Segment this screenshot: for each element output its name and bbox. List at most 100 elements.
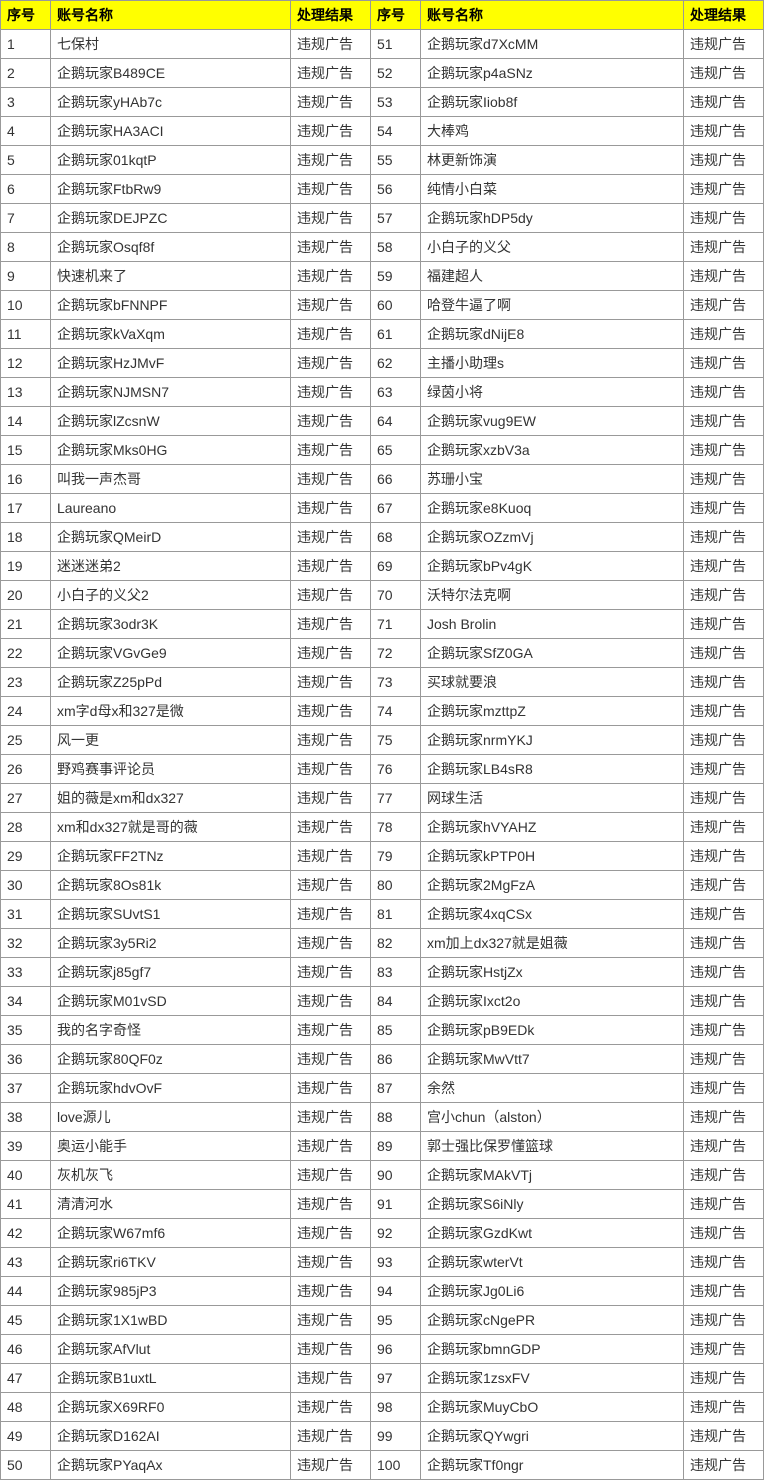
table-cell: 84 [371, 987, 421, 1016]
table-row: 27姐的薇是xm和dx327违规广告77网球生活违规广告 [1, 784, 764, 813]
table-cell: 违规广告 [291, 378, 371, 407]
table-cell: 快速机来了 [51, 262, 291, 291]
table-cell: 13 [1, 378, 51, 407]
table-cell: 风一更 [51, 726, 291, 755]
table-cell: 企鹅玩家dNijE8 [421, 320, 684, 349]
table-cell: 违规广告 [291, 320, 371, 349]
table-row: 23企鹅玩家Z25pPd违规广告73买球就要浪违规广告 [1, 668, 764, 697]
table-body: 1七保村违规广告51企鹅玩家d7XcMM违规广告2企鹅玩家B489CE违规广告5… [1, 30, 764, 1480]
table-cell: 60 [371, 291, 421, 320]
table-cell: 违规广告 [684, 1248, 764, 1277]
table-cell: 违规广告 [291, 59, 371, 88]
table-cell: 企鹅玩家Osqf8f [51, 233, 291, 262]
table-cell: 违规广告 [684, 929, 764, 958]
table-cell: 野鸡赛事评论员 [51, 755, 291, 784]
table-cell: 21 [1, 610, 51, 639]
table-cell: 清清河水 [51, 1190, 291, 1219]
table-row: 8企鹅玩家Osqf8f违规广告58小白子的义父违规广告 [1, 233, 764, 262]
table-cell: 违规广告 [684, 900, 764, 929]
table-cell: 违规广告 [291, 871, 371, 900]
table-cell: 企鹅玩家kPTP0H [421, 842, 684, 871]
table-cell: 违规广告 [291, 958, 371, 987]
table-cell: 企鹅玩家GzdKwt [421, 1219, 684, 1248]
table-cell: 违规广告 [684, 871, 764, 900]
table-cell: 企鹅玩家HzJMvF [51, 349, 291, 378]
table-cell: 企鹅玩家HstjZx [421, 958, 684, 987]
table-row: 5企鹅玩家01kqtP违规广告55林更新饰演违规广告 [1, 146, 764, 175]
table-cell: 92 [371, 1219, 421, 1248]
table-cell: 违规广告 [684, 987, 764, 1016]
violation-table: 序号 账号名称 处理结果 序号 账号名称 处理结果 1七保村违规广告51企鹅玩家… [0, 0, 764, 1480]
table-cell: 100 [371, 1451, 421, 1480]
table-cell: 59 [371, 262, 421, 291]
table-cell: 企鹅玩家yHAb7c [51, 88, 291, 117]
header-result-1: 处理结果 [291, 1, 371, 30]
table-cell: 主播小助理s [421, 349, 684, 378]
table-row: 49企鹅玩家D162AI违规广告99企鹅玩家QYwgri违规广告 [1, 1422, 764, 1451]
table-cell: 违规广告 [291, 262, 371, 291]
table-cell: 88 [371, 1103, 421, 1132]
table-cell: 10 [1, 291, 51, 320]
table-cell: 36 [1, 1045, 51, 1074]
table-cell: 企鹅玩家2MgFzA [421, 871, 684, 900]
table-cell: 宫小chun（alston） [421, 1103, 684, 1132]
table-row: 12企鹅玩家HzJMvF违规广告62主播小助理s违规广告 [1, 349, 764, 378]
table-cell: 企鹅玩家nrmYKJ [421, 726, 684, 755]
table-cell: love源儿 [51, 1103, 291, 1132]
table-cell: 45 [1, 1306, 51, 1335]
table-row: 16叫我一声杰哥违规广告66苏珊小宝违规广告 [1, 465, 764, 494]
table-row: 50企鹅玩家PYaqAx违规广告100企鹅玩家Tf0ngr违规广告 [1, 1451, 764, 1480]
table-cell: 23 [1, 668, 51, 697]
table-cell: 5 [1, 146, 51, 175]
table-cell: 企鹅玩家LB4sR8 [421, 755, 684, 784]
table-cell: 违规广告 [684, 233, 764, 262]
table-cell: 违规广告 [684, 1306, 764, 1335]
table-cell: 姐的薇是xm和dx327 [51, 784, 291, 813]
table-cell: 违规广告 [684, 842, 764, 871]
table-cell: 85 [371, 1016, 421, 1045]
table-row: 44企鹅玩家985jP3违规广告94企鹅玩家Jg0Li6违规广告 [1, 1277, 764, 1306]
table-cell: 49 [1, 1422, 51, 1451]
table-cell: 迷迷迷弟2 [51, 552, 291, 581]
table-cell: 98 [371, 1393, 421, 1422]
table-cell: 企鹅玩家OZzmVj [421, 523, 684, 552]
table-cell: 企鹅玩家NJMSN7 [51, 378, 291, 407]
table-cell: 买球就要浪 [421, 668, 684, 697]
table-row: 29企鹅玩家FF2TNz违规广告79企鹅玩家kPTP0H违规广告 [1, 842, 764, 871]
table-cell: 违规广告 [291, 668, 371, 697]
table-cell: 57 [371, 204, 421, 233]
table-cell: 违规广告 [291, 813, 371, 842]
table-row: 22企鹅玩家VGvGe9违规广告72企鹅玩家SfZ0GA违规广告 [1, 639, 764, 668]
table-header-row: 序号 账号名称 处理结果 序号 账号名称 处理结果 [1, 1, 764, 30]
table-cell: 企鹅玩家3odr3K [51, 610, 291, 639]
table-cell: 26 [1, 755, 51, 784]
table-cell: 7 [1, 204, 51, 233]
table-cell: 37 [1, 1074, 51, 1103]
table-cell: 企鹅玩家B1uxtL [51, 1364, 291, 1393]
table-cell: 企鹅玩家bmnGDP [421, 1335, 684, 1364]
table-cell: 44 [1, 1277, 51, 1306]
table-cell: 4 [1, 117, 51, 146]
table-row: 36企鹅玩家80QF0z违规广告86企鹅玩家MwVtt7违规广告 [1, 1045, 764, 1074]
table-row: 40灰机灰飞违规广告90企鹅玩家MAkVTj违规广告 [1, 1161, 764, 1190]
table-row: 35我的名字奇怪违规广告85企鹅玩家pB9EDk违规广告 [1, 1016, 764, 1045]
table-row: 10企鹅玩家bFNNPF违规广告60哈登牛逼了啊违规广告 [1, 291, 764, 320]
table-cell: 违规广告 [291, 842, 371, 871]
table-cell: 30 [1, 871, 51, 900]
table-cell: 违规广告 [684, 117, 764, 146]
table-cell: 违规广告 [684, 552, 764, 581]
table-cell: 企鹅玩家hDP5dy [421, 204, 684, 233]
table-cell: 企鹅玩家QYwgri [421, 1422, 684, 1451]
table-cell: 97 [371, 1364, 421, 1393]
table-cell: 企鹅玩家Tf0ngr [421, 1451, 684, 1480]
table-cell: 96 [371, 1335, 421, 1364]
table-cell: 违规广告 [684, 697, 764, 726]
table-row: 6企鹅玩家FtbRw9违规广告56纯情小白菜违规广告 [1, 175, 764, 204]
table-cell: 违规广告 [291, 233, 371, 262]
table-cell: 绿茵小将 [421, 378, 684, 407]
header-seq-1: 序号 [1, 1, 51, 30]
table-cell: 违规广告 [291, 88, 371, 117]
table-cell: xm字d母x和327是微 [51, 697, 291, 726]
table-cell: 企鹅玩家FF2TNz [51, 842, 291, 871]
table-cell: 20 [1, 581, 51, 610]
